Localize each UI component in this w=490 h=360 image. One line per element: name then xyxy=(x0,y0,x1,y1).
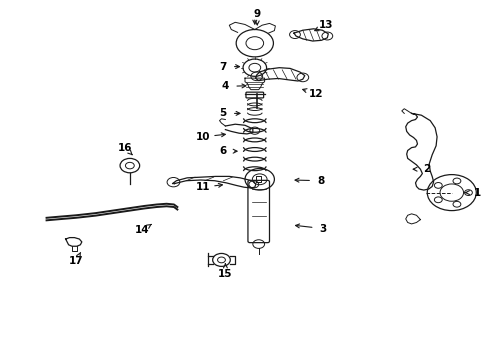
Text: 9: 9 xyxy=(254,9,261,19)
Text: 14: 14 xyxy=(135,225,149,235)
Text: 5: 5 xyxy=(220,108,226,118)
Text: 8: 8 xyxy=(318,176,324,186)
Text: 16: 16 xyxy=(118,143,132,153)
Text: 13: 13 xyxy=(318,20,333,30)
Text: 6: 6 xyxy=(220,146,226,156)
Text: 4: 4 xyxy=(221,81,229,91)
Text: 2: 2 xyxy=(423,164,430,174)
Text: 12: 12 xyxy=(309,89,323,99)
Text: 7: 7 xyxy=(219,62,227,72)
Text: 17: 17 xyxy=(69,256,83,266)
Text: 10: 10 xyxy=(196,132,211,142)
Text: 3: 3 xyxy=(320,224,327,234)
Text: 15: 15 xyxy=(218,269,233,279)
Text: 1: 1 xyxy=(474,188,481,198)
Text: 11: 11 xyxy=(196,182,211,192)
